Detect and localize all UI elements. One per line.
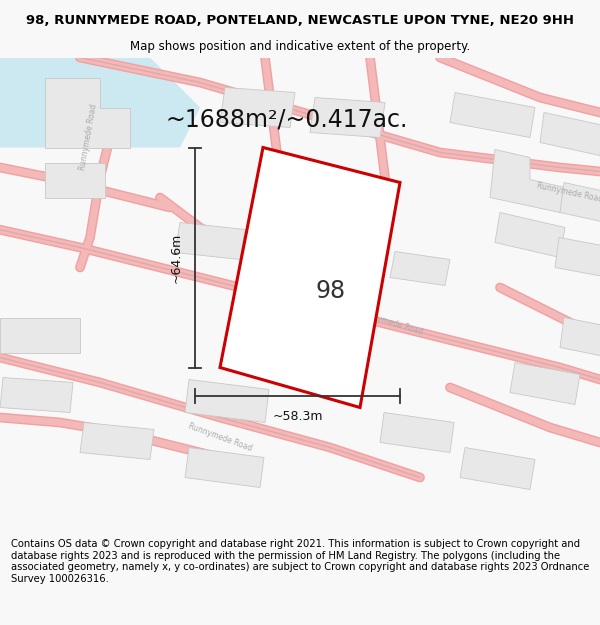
Text: Contains OS data © Crown copyright and database right 2021. This information is : Contains OS data © Crown copyright and d… [11,539,589,584]
Polygon shape [280,217,375,258]
Text: Runnymede Road: Runnymede Road [356,308,424,337]
Polygon shape [275,262,355,302]
Text: Runnymede Road: Runnymede Road [187,422,253,453]
Text: ~58.3m: ~58.3m [272,409,323,422]
Polygon shape [0,378,73,412]
Polygon shape [495,213,565,258]
Polygon shape [45,162,105,198]
Polygon shape [0,318,80,352]
Polygon shape [185,448,264,488]
Polygon shape [510,362,580,404]
Polygon shape [560,318,600,359]
Polygon shape [460,448,535,489]
Polygon shape [555,238,600,279]
Text: 98, RUNNYMEDE ROAD, PONTELAND, NEWCASTLE UPON TYNE, NE20 9HH: 98, RUNNYMEDE ROAD, PONTELAND, NEWCASTLE… [26,14,574,28]
Polygon shape [540,112,600,156]
Polygon shape [0,58,200,148]
Polygon shape [380,412,454,452]
Text: ~64.6m: ~64.6m [170,232,183,282]
Polygon shape [220,88,295,128]
Polygon shape [185,379,269,423]
Polygon shape [80,422,154,459]
Polygon shape [490,149,565,213]
Text: Runnymede Road: Runnymede Road [78,104,98,171]
Polygon shape [450,92,535,138]
Text: 98: 98 [316,279,346,303]
Polygon shape [390,251,450,286]
Text: Map shows position and indicative extent of the property.: Map shows position and indicative extent… [130,40,470,53]
Polygon shape [310,98,385,138]
Polygon shape [220,148,400,408]
Polygon shape [560,182,600,226]
Text: ~1688m²/~0.417ac.: ~1688m²/~0.417ac. [165,107,407,131]
Text: Runnymede Road: Runnymede Road [536,181,600,204]
Polygon shape [45,78,130,148]
Polygon shape [175,222,245,259]
